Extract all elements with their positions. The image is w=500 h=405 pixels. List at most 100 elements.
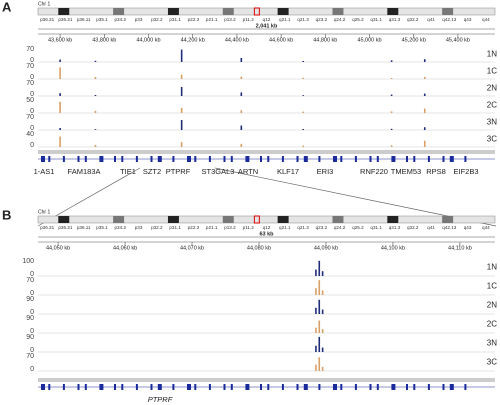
x-tick-label: 44,100 kb xyxy=(381,245,405,251)
peak xyxy=(390,94,393,96)
track-range-min: 0 xyxy=(30,328,34,335)
ideogram-band xyxy=(222,216,234,223)
band-label: p11.2 xyxy=(243,225,255,230)
band-label: p11.2 xyxy=(243,17,255,22)
ideogram-band xyxy=(442,8,454,15)
peak xyxy=(321,347,324,352)
peak xyxy=(318,260,321,276)
band-label: p21.1 xyxy=(206,17,218,22)
peak xyxy=(321,366,324,371)
track-range-min: 0 xyxy=(30,347,34,354)
peak xyxy=(321,309,324,314)
band-label: q24.2 xyxy=(334,17,346,22)
gene-label: ERI3 xyxy=(317,167,334,176)
gene-label: ARTN xyxy=(238,167,258,176)
x-tick-label: 44,070 kb xyxy=(180,245,204,251)
chromosome-label: Chr 1 xyxy=(38,1,50,7)
track-range-min: 0 xyxy=(30,108,34,115)
band-label: p32.2 xyxy=(151,17,163,22)
track-name: 2N xyxy=(487,301,497,310)
track-range-min: 0 xyxy=(30,91,34,98)
ideogram-band xyxy=(332,8,344,15)
peak xyxy=(423,108,426,113)
track-range-max: 100 xyxy=(22,258,34,265)
track-name: 3C xyxy=(487,358,497,367)
band-label: q32.2 xyxy=(407,225,419,230)
peak xyxy=(315,364,317,371)
band-label: p36.21 xyxy=(58,17,72,22)
track-name: 1C xyxy=(487,67,497,76)
gene-label: TMEM53 xyxy=(391,167,421,176)
ideogram-band xyxy=(277,216,289,223)
peak xyxy=(390,60,393,62)
band-label: q42.13 xyxy=(442,17,456,22)
chromosome-label: Chr 1 xyxy=(38,209,50,215)
band-label: q43 xyxy=(464,225,472,230)
band-label: q31.3 xyxy=(389,225,401,230)
band-label: p33 xyxy=(135,225,143,230)
panel-label: B xyxy=(2,207,11,222)
track-range-max: 90 xyxy=(26,334,34,341)
x-tick-label: 45,200 kb xyxy=(402,37,426,43)
band-label: p31.1 xyxy=(169,17,181,22)
peak xyxy=(423,59,426,62)
peak xyxy=(318,357,321,371)
gene-label: PTPRF xyxy=(148,395,173,404)
peak xyxy=(302,61,304,62)
peak xyxy=(423,77,426,79)
peak xyxy=(390,111,393,113)
x-tick-label: 45,000 kb xyxy=(357,37,381,43)
x-tick-label: 43,600 kb xyxy=(48,37,72,43)
band-label: p34.2 xyxy=(115,17,127,22)
ideogram-band xyxy=(113,8,125,15)
band-label: p36.31 xyxy=(40,225,54,230)
peak xyxy=(240,110,243,113)
x-tick-label: 44,800 kb xyxy=(313,37,337,43)
span-label: 2,041 kb xyxy=(256,23,278,29)
peak xyxy=(302,111,304,113)
peak xyxy=(423,127,426,130)
x-tick-label: 44,200 kb xyxy=(181,37,205,43)
track-range-min: 0 xyxy=(30,309,34,316)
track-range-max: 70 xyxy=(26,80,34,87)
ideogram-band xyxy=(167,216,179,223)
span-label: 63 kb xyxy=(259,231,274,237)
peak xyxy=(180,107,183,113)
band-label: q25.2 xyxy=(352,225,364,230)
band-label: q44 xyxy=(482,17,490,22)
gene-label: ST3GAL3 xyxy=(202,167,235,176)
band-label: p22.3 xyxy=(188,225,200,230)
x-tick-label: 43,800 kb xyxy=(92,37,116,43)
ideogram-band xyxy=(58,216,70,223)
band-label: q31.1 xyxy=(370,225,382,230)
track-range-max: 70 xyxy=(26,277,34,284)
x-tick-label: 44,060 kb xyxy=(113,245,137,251)
track-range-min: 0 xyxy=(30,290,34,297)
band-label: q21.3 xyxy=(297,17,309,22)
track-name: 2C xyxy=(487,320,497,329)
track-name: 2N xyxy=(487,84,497,93)
x-tick-label: 44,050 kb xyxy=(46,245,70,251)
gene-label: KLF17 xyxy=(277,167,299,176)
peak xyxy=(423,93,426,96)
track-range-min: 0 xyxy=(30,366,34,373)
band-label: p33 xyxy=(135,17,143,22)
peak xyxy=(59,67,61,79)
band-label: q31.1 xyxy=(370,17,382,22)
centromere xyxy=(253,215,260,224)
gene-label: FAM183A xyxy=(68,167,101,176)
band-label: q31.3 xyxy=(389,17,401,22)
gene-label: RNF220 xyxy=(360,167,388,176)
track-range-min: 0 xyxy=(30,271,34,278)
peak xyxy=(240,58,243,62)
panel-label: A xyxy=(2,0,12,14)
peak xyxy=(315,307,317,314)
peak xyxy=(94,110,97,113)
gene-label: EIF2B3 xyxy=(453,167,478,176)
ideogram-band xyxy=(332,216,344,223)
band-label: q25.2 xyxy=(352,17,364,22)
peak xyxy=(180,120,183,130)
track-range-max: 70 xyxy=(26,353,34,360)
band-label: q12 xyxy=(263,17,271,22)
